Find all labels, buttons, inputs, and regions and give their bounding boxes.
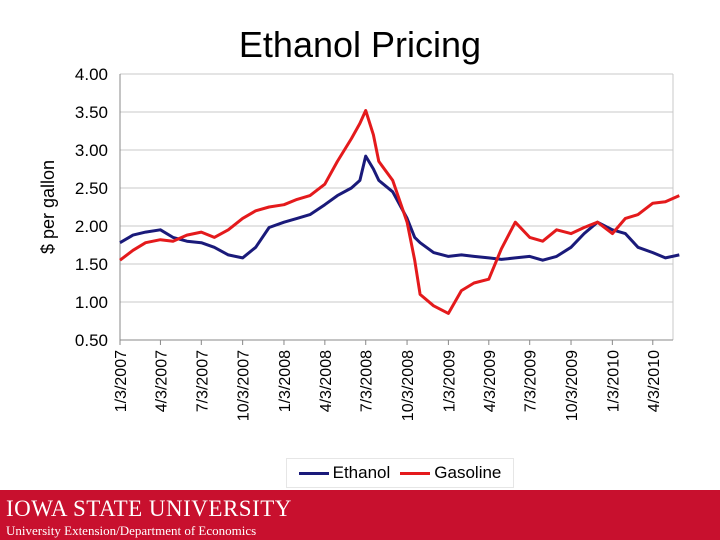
y-axis-ticks: 4.00 3.50 3.00 2.50 2.00 1.50 1.00 0.50	[75, 65, 108, 350]
x-tick-label: 1/3/2008	[277, 350, 294, 412]
x-tick-label: 4/3/2007	[153, 350, 170, 412]
legend-item-ethanol: Ethanol	[298, 463, 391, 483]
x-tick-label: 7/3/2008	[359, 350, 376, 412]
footer-bar	[0, 490, 720, 540]
page-title: Ethanol Pricing	[238, 24, 482, 65]
legend-swatch-ethanol	[298, 471, 329, 475]
price-chart: 4.00 3.50 3.00 2.50 2.00 1.50 1.00 0.50 1/3/200…	[38, 65, 680, 421]
legend-swatch-gasoline	[400, 471, 431, 475]
x-tick-label: 1/3/2009	[441, 350, 458, 412]
series-line-gasoline	[119, 109, 680, 315]
y-tick-label: 0.50	[75, 331, 108, 350]
x-tick-label: 7/3/2009	[523, 350, 540, 412]
x-tick-label: 1/3/2010	[605, 350, 622, 412]
legend-label-gasoline: Gasoline	[434, 463, 502, 482]
x-tick-label: 10/3/2008	[400, 350, 417, 421]
y-tick-label: 2.00	[75, 217, 108, 236]
series-lines	[119, 109, 680, 315]
x-tick-label: 10/3/2009	[564, 350, 581, 421]
series-line-ethanol	[119, 154, 680, 262]
x-tick-label: 1/3/2007	[113, 350, 130, 412]
y-axis-label: $ per gallon	[38, 160, 58, 254]
grid-lines	[119, 73, 674, 341]
footer-subtitle: University Extension/Department of Econo…	[6, 523, 257, 538]
y-tick-label: 1.00	[75, 293, 108, 312]
university-logo: IOWA STATE UNIVERSITY	[6, 496, 292, 521]
legend-label-ethanol: Ethanol	[332, 463, 391, 482]
y-tick-label: 1.50	[75, 255, 108, 274]
y-tick-label: 4.00	[75, 65, 108, 84]
x-tick-label: 4/3/2010	[646, 350, 663, 412]
legend-item-gasoline: Gasoline	[400, 463, 501, 483]
y-tick-label: 3.00	[75, 141, 108, 160]
x-axis-ticks: 1/3/2007 4/3/2007 7/3/2007 10/3/2007 1/3/200…	[113, 340, 663, 421]
chart-legend: Ethanol Gasoline	[286, 458, 514, 488]
x-tick-label: 4/3/2008	[318, 350, 335, 412]
x-tick-label: 10/3/2007	[236, 350, 253, 421]
x-tick-label: 7/3/2007	[194, 350, 211, 412]
x-tick-label: 4/3/2009	[482, 350, 499, 412]
y-tick-label: 3.50	[75, 103, 108, 122]
y-tick-label: 2.50	[75, 179, 108, 198]
